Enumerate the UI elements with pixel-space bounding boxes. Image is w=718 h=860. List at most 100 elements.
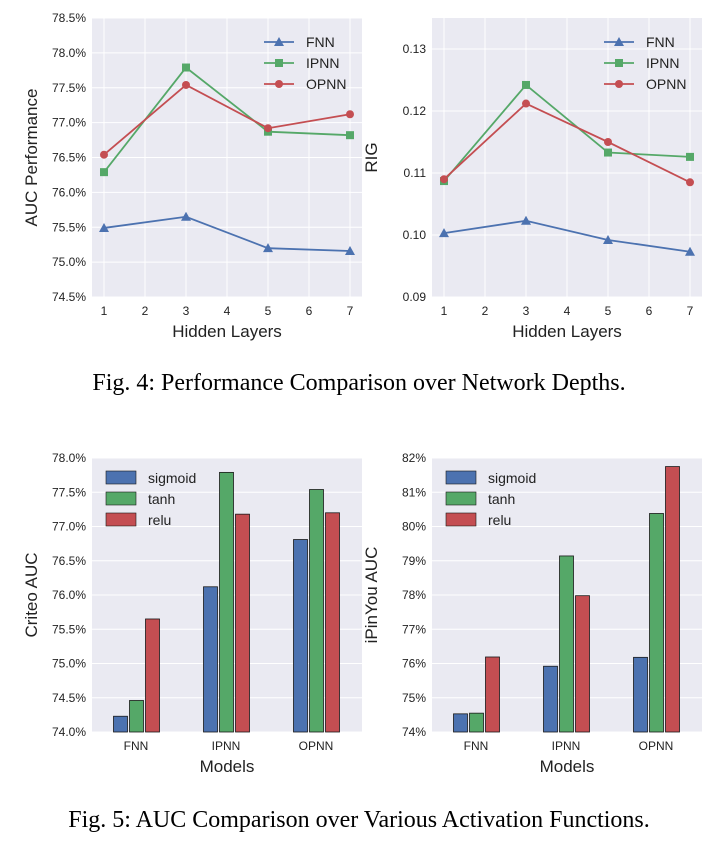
x-tick-label: 5 bbox=[605, 304, 612, 318]
series-line-fnn bbox=[443, 219, 691, 253]
bar-sigmoid bbox=[113, 715, 128, 733]
data-point-ipnn bbox=[604, 148, 612, 157]
x-tick-label: IPNN bbox=[212, 739, 241, 753]
x-tick-label: FNN bbox=[124, 739, 149, 753]
bar-relu bbox=[665, 466, 680, 733]
y-axis-label: AUC Performance bbox=[22, 89, 41, 227]
legend-label-tanh: tanh bbox=[488, 491, 515, 507]
bar-sigmoid bbox=[633, 656, 648, 733]
bar-relu bbox=[325, 512, 340, 733]
y-tick-label: 76.0% bbox=[52, 185, 86, 199]
legend-marker-ipnn bbox=[275, 59, 283, 67]
x-tick-label: 4 bbox=[564, 304, 571, 318]
legend-label-sigmoid: sigmoid bbox=[148, 470, 196, 486]
data-point-fnn bbox=[181, 211, 191, 221]
y-tick-label: 77.5% bbox=[52, 81, 86, 95]
legend-label-ipnn: IPNN bbox=[646, 55, 679, 71]
bar-sigmoid bbox=[543, 665, 558, 733]
legend-label-relu: relu bbox=[148, 512, 171, 528]
fig4-caption: Fig. 4: Performance Comparison over Netw… bbox=[92, 370, 626, 396]
x-tick-label: OPNN bbox=[299, 739, 334, 753]
y-tick-label: 78% bbox=[402, 588, 426, 602]
data-point-opnn bbox=[440, 175, 448, 184]
bar-tanh bbox=[309, 489, 324, 733]
y-tick-label: 80% bbox=[402, 520, 426, 534]
data-point-ipnn bbox=[522, 80, 530, 89]
x-axis-label: Hidden Layers bbox=[172, 322, 282, 341]
y-axis-label: RIG bbox=[362, 142, 381, 172]
y-tick-label: 75.0% bbox=[52, 255, 86, 269]
x-tick-label: 1 bbox=[441, 304, 448, 318]
x-tick-label: 4 bbox=[224, 304, 231, 318]
y-tick-label: 79% bbox=[402, 554, 426, 568]
x-tick-label: 6 bbox=[646, 304, 653, 318]
y-tick-label: 0.09 bbox=[403, 290, 427, 304]
y-tick-label: 78.0% bbox=[52, 46, 86, 60]
y-tick-label: 76.5% bbox=[52, 554, 86, 568]
x-tick-label: 6 bbox=[306, 304, 313, 318]
chart-4: 74% 75% 76% 77% 78% 79% 80% 81% 82% Models iPinYou… bbox=[362, 451, 702, 776]
x-tick-label: OPNN bbox=[639, 739, 674, 753]
legend-marker-fnn bbox=[274, 37, 284, 46]
bar-relu bbox=[145, 618, 160, 733]
legend-marker-fnn bbox=[614, 37, 624, 46]
y-tick-label: 75% bbox=[402, 691, 426, 705]
legend-label-opnn: OPNN bbox=[646, 76, 686, 92]
data-point-fnn bbox=[263, 243, 273, 253]
data-point-opnn bbox=[182, 80, 190, 89]
legend-swatch-sigmoid bbox=[105, 470, 137, 485]
chart-2: 0.09 0.10 0.11 0.12 0.13 Hidden Layers RIG 1 2 3 4… bbox=[362, 18, 702, 341]
x-tick-label: 3 bbox=[523, 304, 530, 318]
data-point-ipnn bbox=[100, 168, 108, 177]
y-tick-label: 76.0% bbox=[52, 588, 86, 602]
y-tick-label: 0.10 bbox=[403, 228, 427, 242]
x-axis-label: Hidden Layers bbox=[512, 322, 622, 341]
legend-swatch-sigmoid bbox=[445, 470, 477, 485]
bar-sigmoid bbox=[293, 539, 308, 733]
legend-marker-opnn bbox=[275, 80, 283, 88]
y-tick-label: 74.5% bbox=[52, 691, 86, 705]
x-tick-label: 5 bbox=[265, 304, 272, 318]
x-axis-label: Models bbox=[200, 757, 255, 776]
y-tick-label: 77.0% bbox=[52, 520, 86, 534]
bar-tanh bbox=[469, 712, 484, 733]
series-line-opnn bbox=[103, 83, 351, 156]
legend-label-fnn: FNN bbox=[306, 34, 335, 50]
x-tick-label: 2 bbox=[482, 304, 489, 318]
legend-swatch-tanh bbox=[105, 491, 137, 506]
legend-label-ipnn: IPNN bbox=[306, 55, 339, 71]
legend-label-relu: relu bbox=[488, 512, 511, 528]
y-tick-label: 77.5% bbox=[52, 485, 86, 499]
legend-swatch-relu bbox=[445, 512, 477, 527]
x-tick-label: IPNN bbox=[552, 739, 581, 753]
data-point-ipnn bbox=[686, 152, 694, 161]
x-tick-label: 2 bbox=[142, 304, 149, 318]
series-line-ipnn bbox=[443, 83, 691, 182]
y-tick-label: 78.5% bbox=[52, 11, 86, 25]
chart-3: 74.0% 74.5% 75.0% 75.5% 76.0% 76.5% 77.0% 77.5%… bbox=[22, 451, 362, 776]
data-point-opnn bbox=[264, 124, 272, 133]
bar-tanh bbox=[559, 555, 574, 733]
x-tick-label: FNN bbox=[464, 739, 489, 753]
fig5-caption: Fig. 5: AUC Comparison over Various Acti… bbox=[68, 807, 650, 833]
data-point-fnn bbox=[685, 246, 695, 256]
bar-relu bbox=[235, 513, 250, 733]
x-tick-label: 7 bbox=[347, 304, 354, 318]
series-line-fnn bbox=[103, 215, 351, 252]
y-tick-label: 0.11 bbox=[404, 166, 427, 180]
y-tick-label: 77.0% bbox=[52, 116, 86, 130]
series-line-opnn bbox=[443, 102, 691, 184]
legend-label-tanh: tanh bbox=[148, 491, 175, 507]
y-tick-label: 75.5% bbox=[52, 220, 86, 234]
data-point-ipnn bbox=[182, 63, 190, 72]
y-tick-label: 78.0% bbox=[52, 451, 86, 465]
data-point-fnn bbox=[603, 234, 613, 244]
x-tick-label: 3 bbox=[183, 304, 190, 318]
legend-swatch-relu bbox=[105, 512, 137, 527]
x-tick-label: 1 bbox=[101, 304, 108, 318]
chart-1: 74.5% 75.0% 75.5% 76.0% 76.5% 77.0% 77.5% 78.0%… bbox=[22, 11, 362, 341]
bar-relu bbox=[485, 656, 500, 733]
bar-relu bbox=[575, 595, 590, 733]
y-tick-label: 75.5% bbox=[52, 622, 86, 636]
